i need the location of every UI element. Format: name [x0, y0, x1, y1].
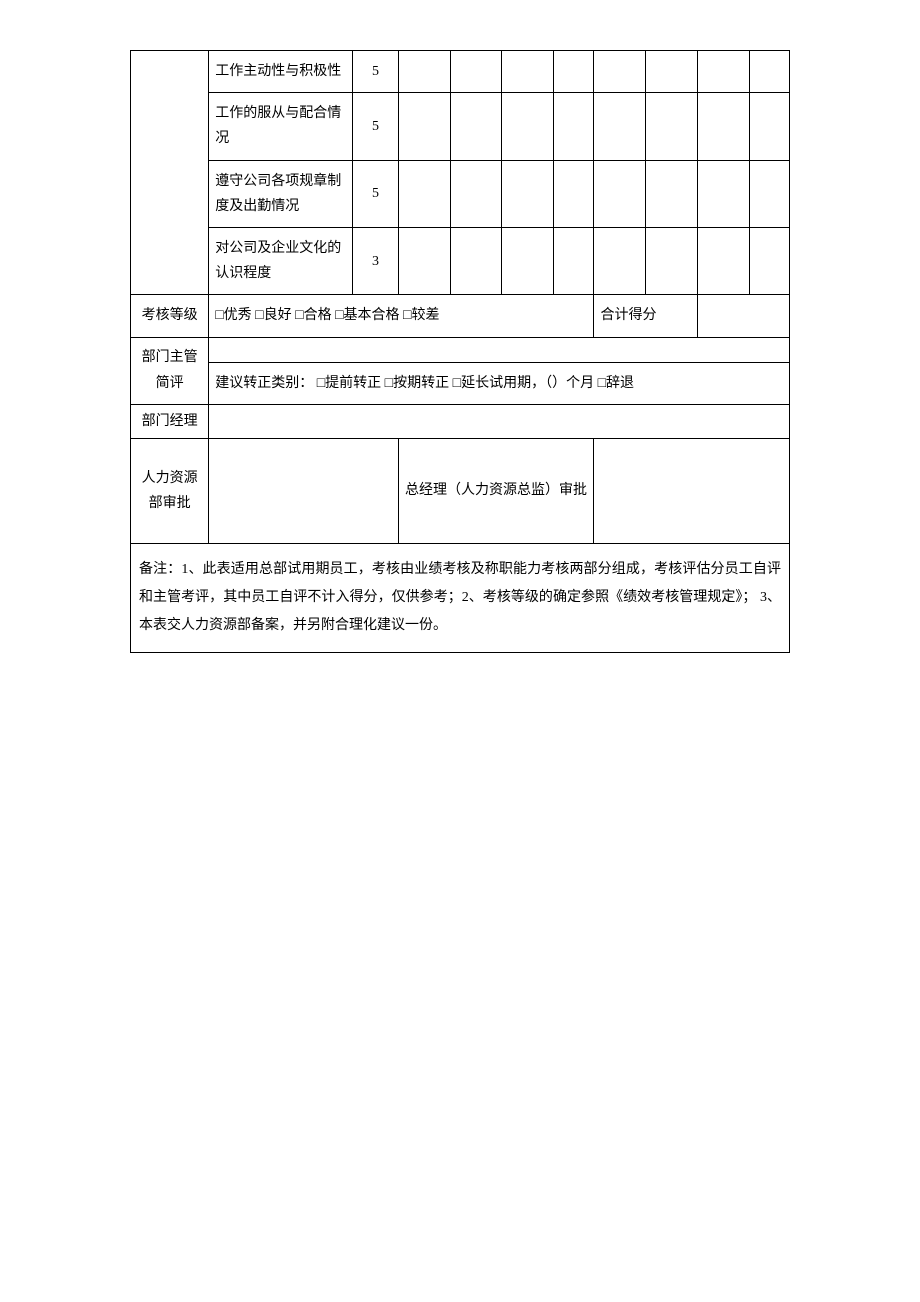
category-cell — [131, 51, 209, 295]
blank-cell — [697, 227, 749, 294]
blank-cell — [697, 160, 749, 227]
item-label: 工作主动性与积极性 — [209, 51, 353, 93]
item-score: 3 — [352, 227, 398, 294]
blank-cell — [554, 227, 594, 294]
gm-comment — [594, 438, 790, 543]
manager-comment — [209, 404, 790, 438]
blank-cell — [450, 227, 502, 294]
blank-cell — [646, 93, 698, 160]
blank-cell — [502, 160, 554, 227]
table-row: 工作主动性与积极性 5 — [131, 51, 790, 93]
blank-cell — [502, 51, 554, 93]
blank-cell — [398, 51, 450, 93]
blank-cell — [594, 93, 646, 160]
blank-cell — [398, 160, 450, 227]
notes-row: 备注：1、此表适用总部试用期员工，考核由业绩考核及称职能力考核两部分组成，考核评… — [131, 543, 790, 652]
grade-label: 考核等级 — [131, 295, 209, 337]
blank-cell — [450, 93, 502, 160]
item-label: 工作的服从与配合情况 — [209, 93, 353, 160]
blank-cell — [554, 51, 594, 93]
supervisor-row: 部门主管简评 — [131, 337, 790, 362]
blank-cell — [697, 93, 749, 160]
item-score: 5 — [352, 160, 398, 227]
notes-text: 备注：1、此表适用总部试用期员工，考核由业绩考核及称职能力考核两部分组成，考核评… — [131, 543, 790, 652]
supervisor-label: 部门主管简评 — [131, 337, 209, 404]
blank-cell — [646, 160, 698, 227]
hr-label: 人力资源部审批 — [131, 438, 209, 543]
manager-label: 部门经理 — [131, 404, 209, 438]
supervisor-suggestion-row: 建议转正类别： □提前转正 □按期转正 □延长试用期，（）个月 □辞退 — [131, 362, 790, 404]
total-score-value — [697, 295, 789, 337]
blank-cell — [502, 227, 554, 294]
blank-cell — [594, 160, 646, 227]
manager-row: 部门经理 — [131, 404, 790, 438]
blank-cell — [646, 227, 698, 294]
supervisor-comment — [209, 337, 790, 362]
hr-comment — [209, 438, 399, 543]
blank-cell — [749, 93, 789, 160]
blank-cell — [554, 160, 594, 227]
table-row: 工作的服从与配合情况 5 — [131, 93, 790, 160]
blank-cell — [450, 160, 502, 227]
table-row: 遵守公司各项规章制度及出勤情况 5 — [131, 160, 790, 227]
blank-cell — [398, 93, 450, 160]
evaluation-table: 工作主动性与积极性 5 工作的服从与配合情况 5 遵守公司各项规章制度及出勤情况… — [130, 50, 790, 653]
grade-options: □优秀 □良好 □合格 □基本合格 □较差 — [209, 295, 594, 337]
blank-cell — [697, 51, 749, 93]
blank-cell — [502, 93, 554, 160]
blank-cell — [594, 51, 646, 93]
blank-cell — [749, 227, 789, 294]
blank-cell — [594, 227, 646, 294]
blank-cell — [646, 51, 698, 93]
item-label: 对公司及企业文化的认识程度 — [209, 227, 353, 294]
item-label: 遵守公司各项规章制度及出勤情况 — [209, 160, 353, 227]
blank-cell — [450, 51, 502, 93]
blank-cell — [749, 51, 789, 93]
table-row: 对公司及企业文化的认识程度 3 — [131, 227, 790, 294]
blank-cell — [749, 160, 789, 227]
total-score-label: 合计得分 — [594, 295, 698, 337]
blank-cell — [554, 93, 594, 160]
item-score: 5 — [352, 51, 398, 93]
grade-row: 考核等级 □优秀 □良好 □合格 □基本合格 □较差 合计得分 — [131, 295, 790, 337]
blank-cell — [398, 227, 450, 294]
gm-label: 总经理（人力资源总监）审批 — [398, 438, 594, 543]
item-score: 5 — [352, 93, 398, 160]
supervisor-suggestion: 建议转正类别： □提前转正 □按期转正 □延长试用期，（）个月 □辞退 — [209, 362, 790, 404]
hr-row: 人力资源部审批 总经理（人力资源总监）审批 — [131, 438, 790, 543]
